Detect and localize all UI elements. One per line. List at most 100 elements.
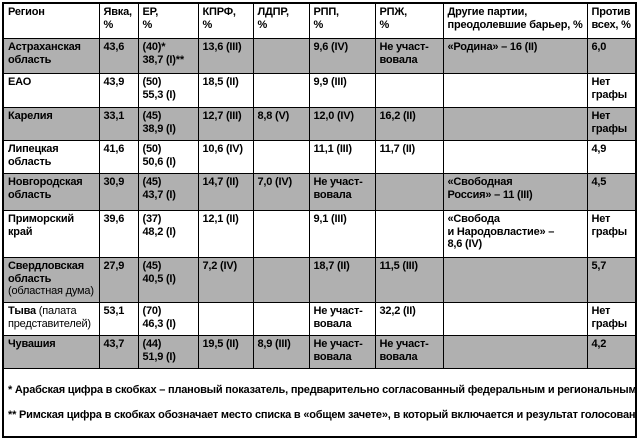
col-header-rpzh: РПЖ, % [374,2,444,39]
table-row-astrakhan: Астраханская область 43,6 (40)* 38,7 (I)… [2,38,637,74]
rpp-cell: 11,1 (III) [308,140,376,174]
er-cell: (37) 48,2 (I) [137,210,199,258]
rpzh-cell: Не участ- вовала [374,38,444,74]
ldpr-cell: 8,8 (V) [252,107,310,141]
turnout-cell: 43,6 [98,38,139,74]
region-cell: Астраханская область [2,38,100,74]
region-name: Приморский край [8,213,74,238]
region-name: Астраханская область [8,41,81,66]
rpp-cell: 9,1 (III) [308,210,376,258]
ldpr-cell [252,210,310,258]
kprf-cell: 12,7 (III) [197,107,254,141]
turnout-cell: 53,1 [98,302,139,336]
col-header-turnout: Явка, % [98,2,139,39]
rpp-cell: Не участ- вовала [308,173,376,211]
rpzh-cell [374,173,444,211]
turnout-cell: 41,6 [98,140,139,174]
ldpr-cell [252,302,310,336]
ldpr-cell [252,73,310,108]
rpzh-cell: 32,2 (II) [374,302,444,336]
region-name: Липецкая область [8,143,59,168]
er-cell: (50) 55,3 (I) [137,73,199,108]
other-parties-cell [442,140,588,174]
table-row-sverdlovsk: Свердловская область (областная дума) 27… [2,257,637,303]
table-row-karelia: Карелия 33,1 (45) 38,9 (I) 12,7 (III) 8,… [2,107,637,141]
turnout-cell: 27,9 [98,257,139,303]
rpzh-cell: Не участ- вовала [374,335,444,369]
table-row-eao: ЕАО 43,9 (50) 55,3 (I) 18,5 (II) 9,9 (II… [2,73,637,108]
kprf-cell: 14,7 (II) [197,173,254,211]
col-header-er: ЕР, % [137,2,199,39]
region-cell: Карелия [2,107,100,141]
rpzh-cell: 11,5 (III) [374,257,444,303]
against-all-cell: Нет графы [586,302,637,336]
ldpr-cell [252,257,310,303]
against-all-cell: 5,7 [586,257,637,303]
kprf-cell: 18,5 (II) [197,73,254,108]
other-parties-cell: «Свободная Россия» – 11 (III) [442,173,588,211]
region-name: Чувашия [8,338,56,350]
region-name: ЕАО [8,76,32,88]
other-parties-cell [442,257,588,303]
other-parties-cell: «Свобода и Народовластие» – 8,6 (IV) [442,210,588,258]
rpp-cell: Не участ- вовала [308,302,376,336]
region-name: Карелия [8,110,53,122]
kprf-cell: 7,2 (IV) [197,257,254,303]
er-cell: (70) 46,3 (I) [137,302,199,336]
kprf-cell [197,302,254,336]
er-cell: (45) 40,5 (I) [137,257,199,303]
ldpr-cell [252,38,310,74]
er-cell: (45) 43,7 (I) [137,173,199,211]
rpzh-cell [374,73,444,108]
region-cell: Приморский край [2,210,100,258]
kprf-cell: 10,6 (IV) [197,140,254,174]
region-cell: Новгородская область [2,173,100,211]
rpp-cell: 18,7 (II) [308,257,376,303]
table-row-lipetsk: Липецкая область 41,6 (50) 50,6 (I) 10,6… [2,140,637,174]
col-header-other-parties: Другие партии, преодолевшие барьер, % [442,2,588,39]
region-cell: ЕАО [2,73,100,108]
region-name: Свердловская область [8,260,84,285]
turnout-cell: 39,6 [98,210,139,258]
rpp-cell: 12,0 (IV) [308,107,376,141]
turnout-cell: 30,9 [98,173,139,211]
other-parties-cell [442,73,588,108]
footnotes-cell: * Арабская цифра в скобках – плановый по… [2,368,637,437]
col-header-kprf: КПРФ, % [197,2,254,39]
er-cell: (44) 51,9 (I) [137,335,199,369]
turnout-cell: 33,1 [98,107,139,141]
against-all-cell: Нет графы [586,210,637,258]
against-all-cell: 4,2 [586,335,637,369]
region-cell: Липецкая область [2,140,100,174]
rpzh-cell [374,210,444,258]
ldpr-cell: 7,0 (IV) [252,173,310,211]
against-all-cell: 4,9 [586,140,637,174]
rpzh-cell: 11,7 (II) [374,140,444,174]
er-cell: (45) 38,9 (I) [137,107,199,141]
turnout-cell: 43,9 [98,73,139,108]
header-row: Регион Явка, % ЕР, % КПРФ, % ЛДПР, % РПП… [2,2,637,39]
table-row-tyva: Тыва (палата представителей) 53,1 (70) 4… [2,302,637,336]
against-all-cell: 6,0 [586,38,637,74]
region-cell: Свердловская область (областная дума) [2,257,100,303]
rpp-cell: 9,9 (III) [308,73,376,108]
er-cell: (40)* 38,7 (I)** [137,38,199,74]
footnote-arabic-digit: * Арабская цифра в скобках – плановый по… [8,383,636,396]
other-parties-cell [442,302,588,336]
region-suffix: (областная дума) [8,285,94,297]
region-cell: Чувашия [2,335,100,369]
col-header-rpp: РПП, % [308,2,376,39]
against-all-cell: Нет графы [586,73,637,108]
ldpr-cell: 8,9 (III) [252,335,310,369]
table-row-primorsky: Приморский край 39,6 (37) 48,2 (I) 12,1 … [2,210,637,258]
region-name: Тыва [8,305,39,317]
against-all-cell: 4,5 [586,173,637,211]
other-parties-cell: «Родина» – 16 (II) [442,38,588,74]
region-cell: Тыва (палата представителей) [2,302,100,336]
rpp-cell: Не участ- вовала [308,335,376,369]
table-row-novgorod: Новгородская область 30,9 (45) 43,7 (I) … [2,173,637,211]
col-header-ldpr: ЛДПР, % [252,2,310,39]
other-parties-cell [442,335,588,369]
